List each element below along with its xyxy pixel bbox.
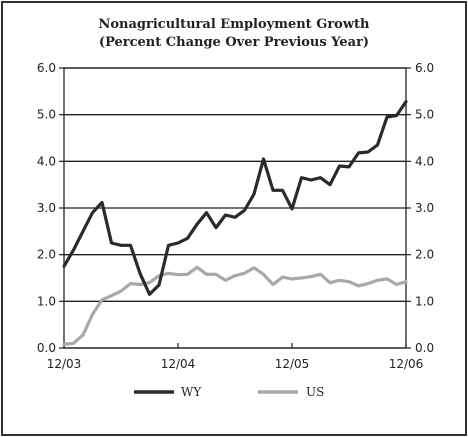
x-tick-label: 12/03	[47, 357, 82, 371]
x-tick-label: 12/06	[389, 357, 424, 371]
y-tick-label-right: 0.0	[415, 341, 434, 355]
legend-label-us: US	[306, 385, 324, 399]
y-tick-label-right: 5.0	[415, 108, 434, 122]
y-tick-label-right: 2.0	[415, 248, 434, 262]
series-line-wy	[62, 99, 408, 296]
chart-subtitle: (Percent Change Over Previous Year)	[98, 35, 370, 50]
y-tick-label-right: 4.0	[415, 154, 434, 168]
y-tick-label-right: 6.0	[415, 61, 434, 75]
x-tick-label: 12/04	[161, 357, 196, 371]
y-tick-label-left: 5.0	[37, 108, 56, 122]
x-tick-label: 12/05	[275, 357, 310, 371]
legend-label-wy: WY	[181, 385, 202, 399]
y-tick-label-left: 1.0	[37, 294, 56, 308]
y-tick-label-left: 4.0	[37, 154, 56, 168]
y-tick-label-left: 2.0	[37, 248, 56, 262]
series-line-us	[62, 265, 408, 346]
y-tick-label-left: 0.0	[37, 341, 56, 355]
y-tick-label-left: 3.0	[37, 201, 56, 215]
y-tick-label-right: 1.0	[415, 294, 434, 308]
chart-title: Nonagricultural Employment Growth	[98, 17, 370, 32]
y-tick-label-left: 6.0	[37, 61, 56, 75]
y-tick-label-right: 3.0	[415, 201, 434, 215]
